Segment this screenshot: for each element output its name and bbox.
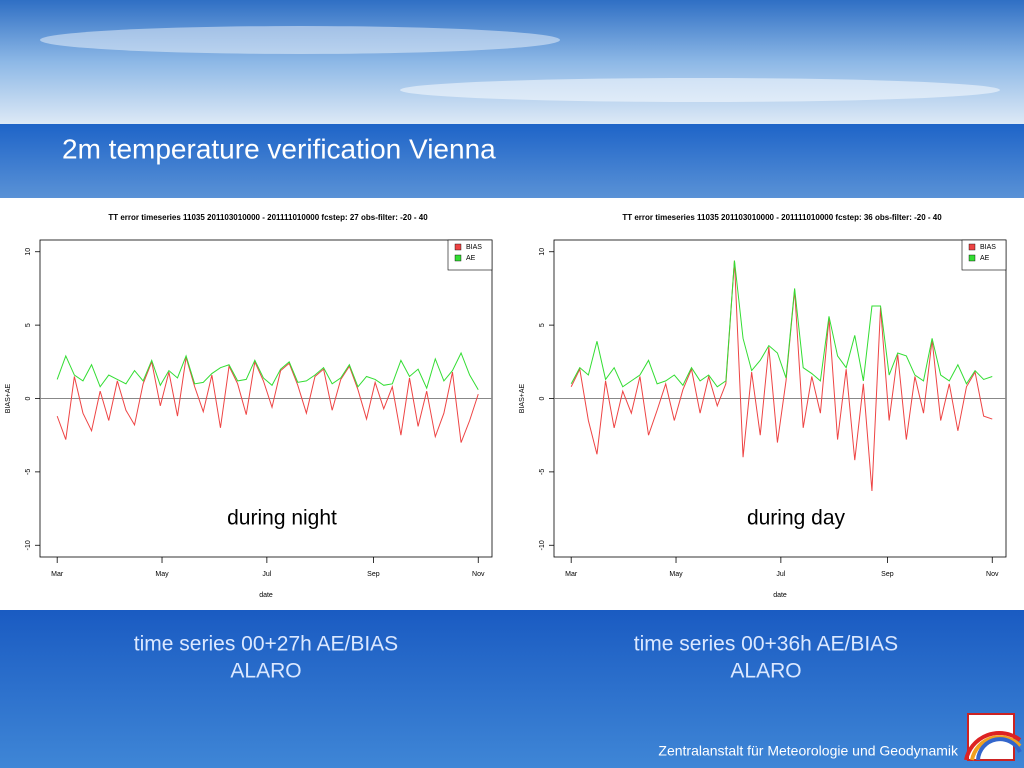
annotation: during day [747, 507, 846, 530]
x-tick-label: Nov [986, 571, 999, 578]
caption: ALARO [230, 660, 301, 683]
legend-swatch [968, 254, 976, 262]
legend-label: BIAS [980, 244, 996, 251]
cloud [40, 26, 560, 54]
legend-label: AE [980, 255, 990, 262]
x-axis-label: date [259, 592, 273, 599]
legend-swatch [968, 243, 976, 251]
slide-title: 2m temperature verification Vienna [62, 133, 496, 164]
x-tick-label: Jul [262, 571, 271, 578]
chart-title: TT error timeseries 11035 201103010000 -… [622, 213, 942, 222]
x-tick-label: May [669, 571, 683, 578]
y-tick-label: 10 [539, 248, 546, 256]
sky-banner [0, 0, 1024, 124]
caption: time series 00+36h AE/BIAS [634, 633, 898, 656]
y-tick-label: 5 [25, 323, 32, 327]
annotation: during night [227, 507, 337, 530]
y-tick-label: -10 [539, 540, 546, 550]
chart-area [0, 198, 1024, 610]
legend-label: BIAS [466, 244, 482, 251]
series-line [570, 260, 993, 491]
chart-title: TT error timeseries 11035 201103010000 -… [108, 213, 428, 222]
y-axis-label: BIAS+AE [5, 383, 12, 413]
legend-label: AE [466, 255, 476, 262]
caption: ALARO [730, 660, 801, 683]
footer: Zentralanstalt für Meteorologie und Geod… [658, 743, 959, 759]
title-band [0, 124, 1024, 198]
legend-swatch [454, 254, 462, 262]
legend-swatch [454, 243, 462, 251]
y-tick-label: -5 [539, 469, 546, 475]
x-tick-label: Sep [881, 571, 894, 578]
x-tick-label: Mar [565, 571, 578, 578]
y-tick-label: 5 [539, 323, 546, 327]
x-tick-label: Nov [472, 571, 485, 578]
cloud [400, 78, 1000, 102]
x-tick-label: Jul [776, 571, 785, 578]
x-tick-label: May [155, 571, 169, 578]
y-tick-label: -5 [25, 469, 32, 475]
y-tick-label: 0 [539, 396, 546, 400]
x-tick-label: Sep [367, 571, 380, 578]
y-tick-label: 10 [25, 248, 32, 256]
caption: time series 00+27h AE/BIAS [134, 633, 398, 656]
y-tick-label: -10 [25, 540, 32, 550]
series-line [570, 260, 993, 388]
series-line [56, 357, 479, 443]
y-tick-label: 0 [25, 396, 32, 400]
bottom-band [0, 610, 1024, 768]
x-axis-label: date [773, 592, 787, 599]
logo [964, 713, 1022, 761]
series-line [56, 351, 479, 390]
y-axis-label: BIAS+AE [519, 383, 526, 413]
x-tick-label: Mar [51, 571, 64, 578]
